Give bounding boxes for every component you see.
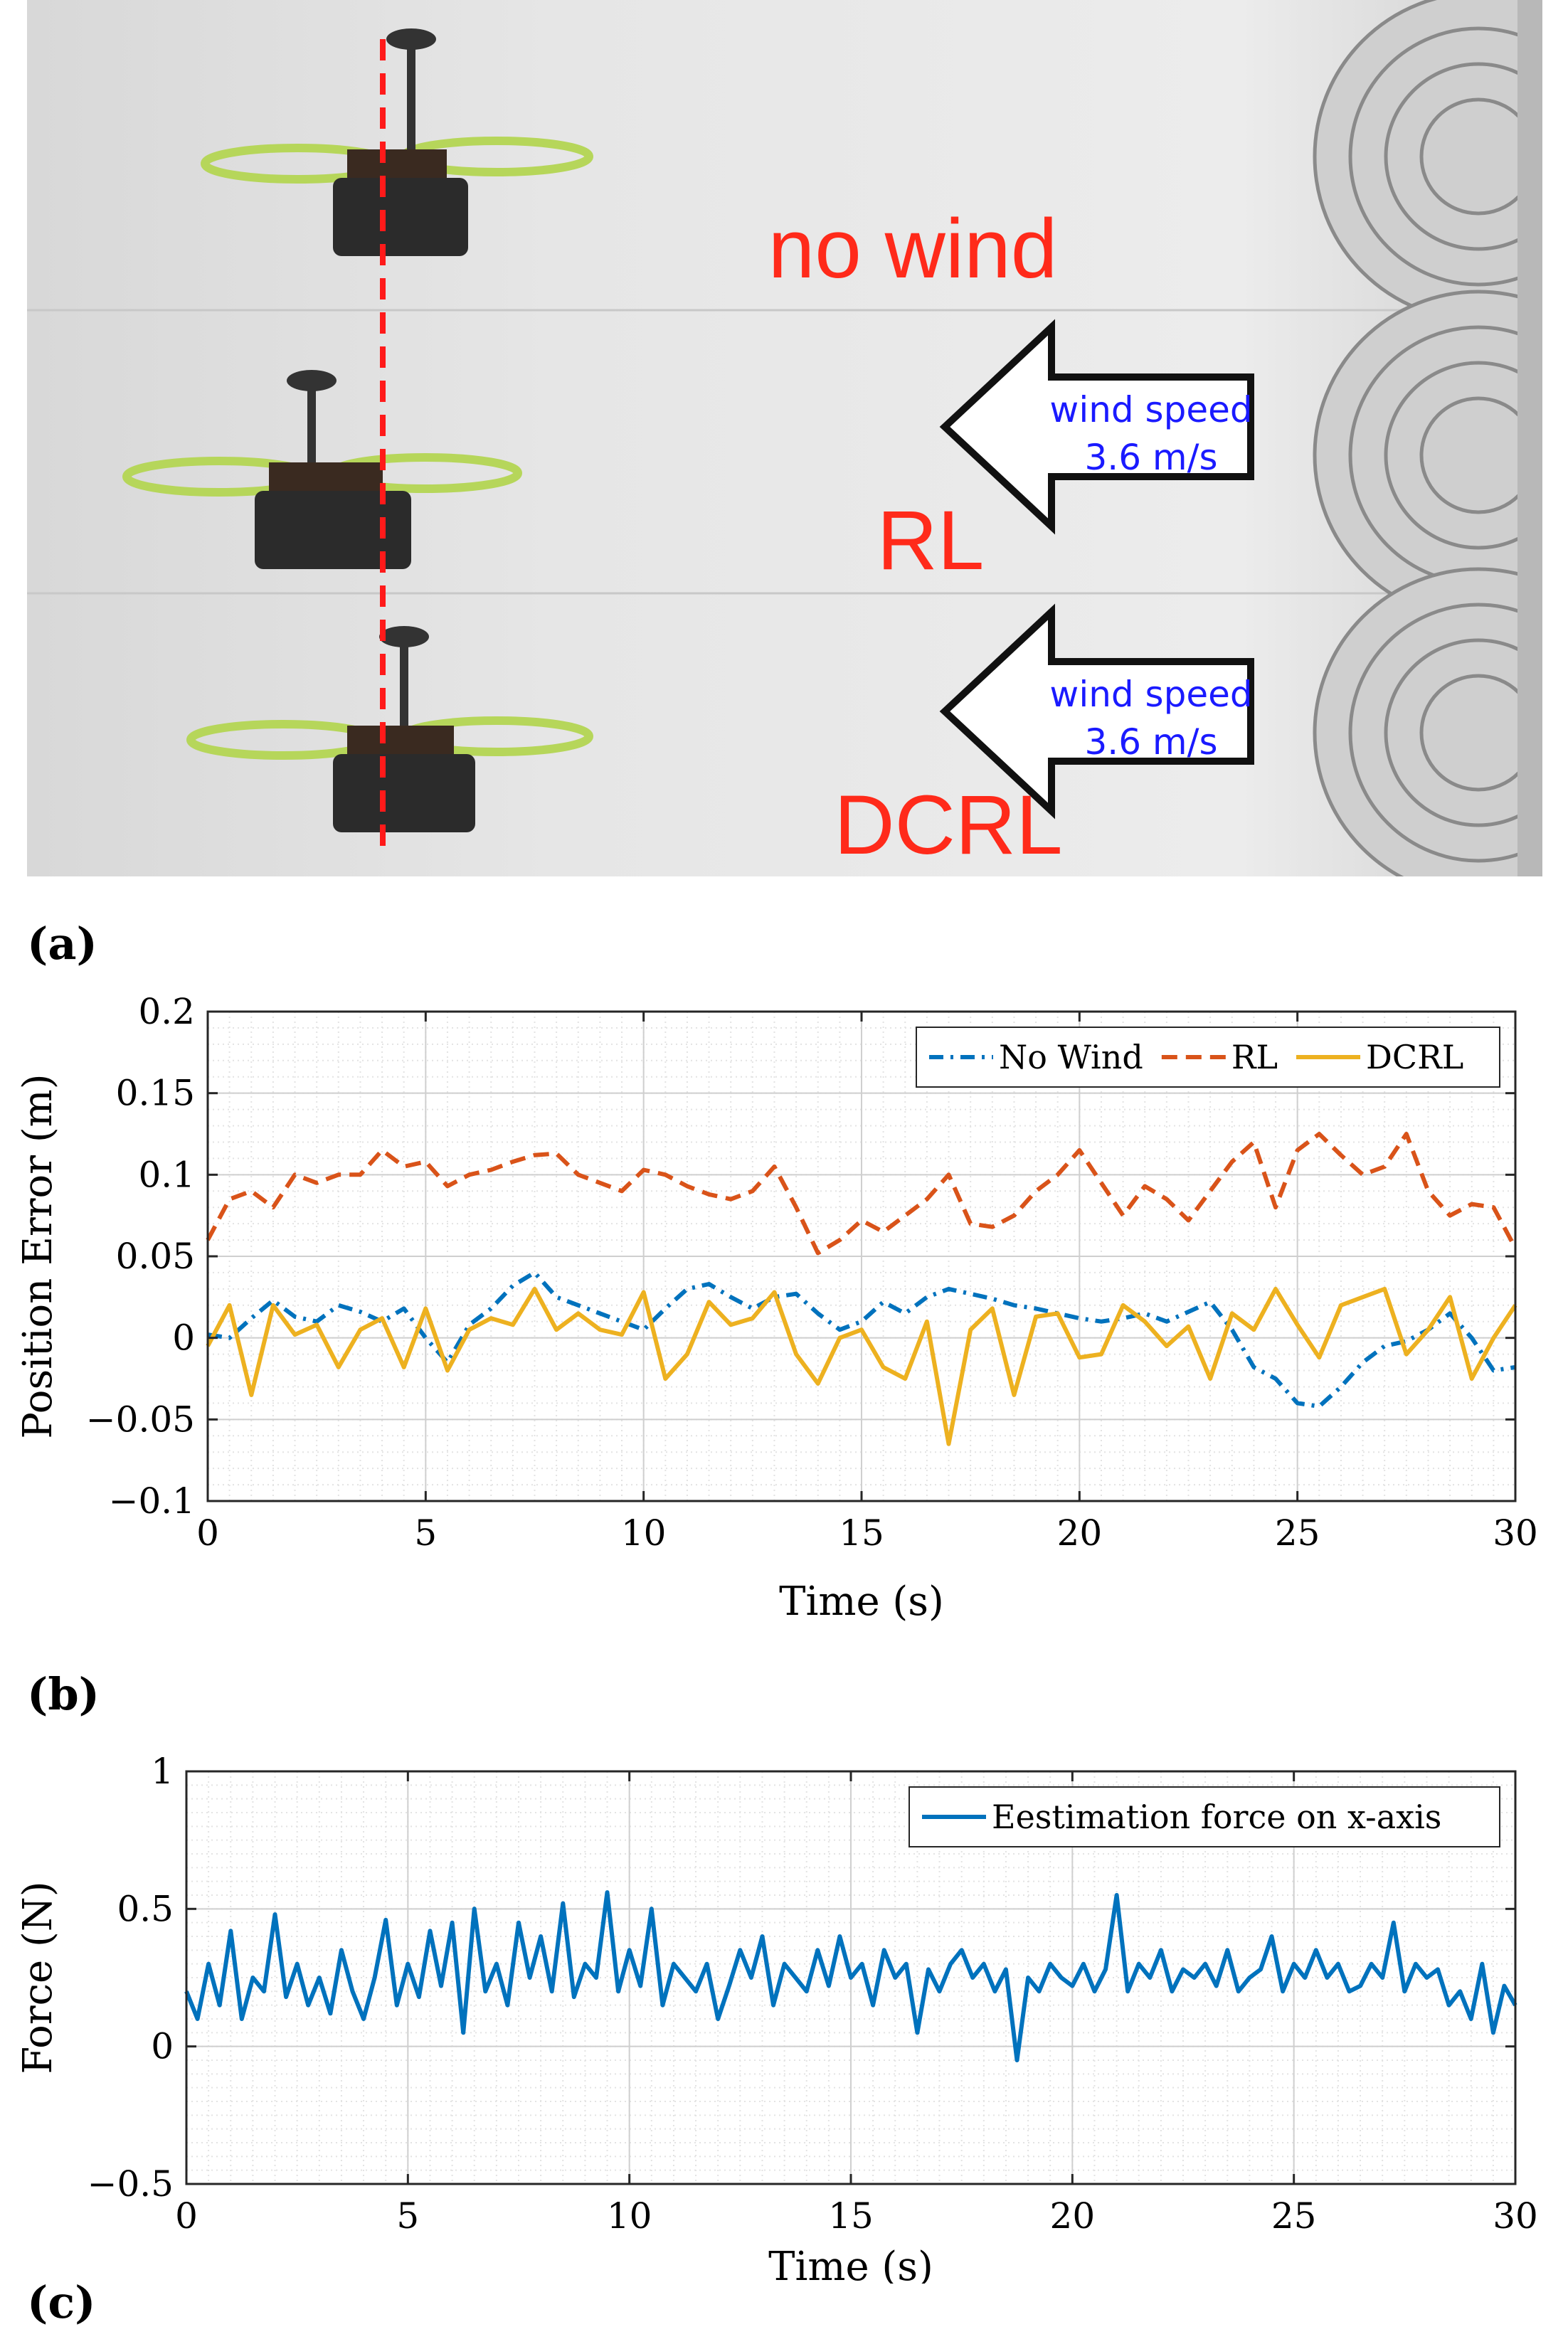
legend-label: RL xyxy=(1231,1038,1278,1076)
panel-label-a: (a) xyxy=(27,918,97,970)
x-tick-label: 15 xyxy=(839,1512,884,1554)
y-axis-label: Position Error (m) xyxy=(15,1073,61,1438)
arrow-line2-rl: 3.6 m/s xyxy=(1084,437,1217,478)
caption-dcrl: DCRL xyxy=(834,778,1062,872)
x-tick-label: 0 xyxy=(175,2195,198,2237)
x-tick-label: 5 xyxy=(414,1512,437,1554)
y-tick-label: 0.15 xyxy=(116,1073,195,1114)
y-axis-label: Force (N) xyxy=(15,1881,61,2074)
arrow-line2-dcrl: 3.6 m/s xyxy=(1084,721,1217,763)
caption-no-wind: no wind xyxy=(768,202,1058,296)
x-tick-label: 20 xyxy=(1050,2195,1096,2237)
series-line-no-wind xyxy=(207,1270,1516,1409)
position-error-chart: 0 5 10 15 20 25 30 −0.1 −0.05 0 0.05 0.1 0.15 0.2 Time… xyxy=(15,991,1538,1625)
arrow-line1-dcrl: wind speed xyxy=(1049,674,1252,715)
y-tick-label: 1 xyxy=(151,1751,174,1792)
legend: No Wind RL DCRL xyxy=(916,1027,1500,1088)
drone-icon xyxy=(122,28,593,832)
x-axis-label: Time (s) xyxy=(779,1579,944,1625)
photo-strip-3 xyxy=(27,593,1542,876)
x-tick-label: 25 xyxy=(1271,2195,1317,2237)
y-tick-label: 0.2 xyxy=(138,991,195,1032)
y-tick-label: −0.1 xyxy=(109,1480,195,1522)
x-tick-label: 10 xyxy=(607,2195,652,2237)
legend-label: No Wind xyxy=(999,1038,1143,1076)
y-tick-label: 0 xyxy=(172,1317,195,1359)
y-tick-label: 0 xyxy=(151,2026,174,2067)
y-tick-label: 0.1 xyxy=(138,1154,195,1195)
y-tick-label: −0.5 xyxy=(88,2163,174,2205)
legend: Eestimation force on x-axis xyxy=(909,1786,1500,1847)
y-tick-label: 0.05 xyxy=(116,1236,195,1277)
panel-label-c: (c) xyxy=(27,2276,96,2328)
x-tick-label: 30 xyxy=(1493,2195,1538,2237)
drone-photo-composite: wind speed 3.6 m/s wind speed 3.6 m/s no… xyxy=(27,0,1542,876)
legend-label: DCRL xyxy=(1366,1038,1463,1076)
x-axis-label: Time (s) xyxy=(768,2244,933,2284)
x-tick-label: 15 xyxy=(828,2195,874,2237)
x-tick-label: 30 xyxy=(1493,1512,1538,1554)
x-tick-label: 20 xyxy=(1057,1512,1103,1554)
y-tick-label: −0.05 xyxy=(86,1399,195,1440)
arrow-line1-rl: wind speed xyxy=(1049,389,1252,430)
y-tick-label: 0.5 xyxy=(117,1888,174,1929)
photo-strip-1 xyxy=(27,0,1542,310)
x-tick-label: 25 xyxy=(1275,1512,1320,1554)
legend-label: Eestimation force on x-axis xyxy=(992,1798,1441,1836)
caption-rl: RL xyxy=(877,494,985,588)
series-line-dcrl xyxy=(206,1286,1517,1446)
panel-label-b: (b) xyxy=(27,1668,100,1720)
x-tick-label: 10 xyxy=(621,1512,667,1554)
wind-arrow-icon xyxy=(939,319,1254,820)
series-line-rl xyxy=(206,1132,1517,1256)
x-tick-label: 5 xyxy=(396,2195,419,2237)
fan-icon xyxy=(1313,0,1542,876)
x-tick-label: 0 xyxy=(196,1512,219,1554)
series-line-eestimation-force-on-x-axis xyxy=(184,1890,1517,2062)
